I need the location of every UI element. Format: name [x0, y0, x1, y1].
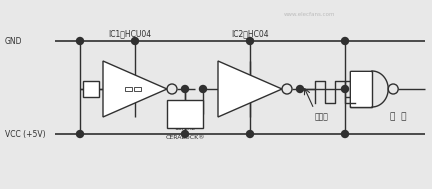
FancyBboxPatch shape [350, 71, 372, 107]
Circle shape [342, 85, 349, 92]
Text: IC2：HC04: IC2：HC04 [231, 29, 269, 38]
Text: IC1：HCU04: IC1：HCU04 [108, 29, 152, 38]
FancyBboxPatch shape [351, 72, 371, 106]
Text: CERALOCK®: CERALOCK® [165, 135, 205, 140]
Circle shape [181, 85, 188, 92]
FancyBboxPatch shape [167, 100, 203, 128]
Text: 一  高: 一 高 [390, 112, 407, 122]
Circle shape [76, 130, 83, 138]
Circle shape [296, 85, 304, 92]
Text: GND: GND [5, 36, 22, 46]
Circle shape [181, 130, 188, 138]
Polygon shape [103, 61, 167, 117]
Polygon shape [218, 61, 282, 117]
Circle shape [342, 37, 349, 44]
FancyBboxPatch shape [83, 81, 99, 97]
Circle shape [247, 37, 254, 44]
FancyBboxPatch shape [134, 87, 141, 91]
Text: 16MHz: 16MHz [175, 126, 196, 131]
Circle shape [131, 37, 139, 44]
FancyBboxPatch shape [125, 87, 132, 91]
Circle shape [342, 130, 349, 138]
Text: www.elecfans.com: www.elecfans.com [284, 12, 336, 16]
Text: 测量点: 测量点 [315, 112, 329, 122]
Text: VCC (+5V): VCC (+5V) [5, 129, 46, 139]
Circle shape [76, 37, 83, 44]
Circle shape [247, 130, 254, 138]
Circle shape [200, 85, 206, 92]
